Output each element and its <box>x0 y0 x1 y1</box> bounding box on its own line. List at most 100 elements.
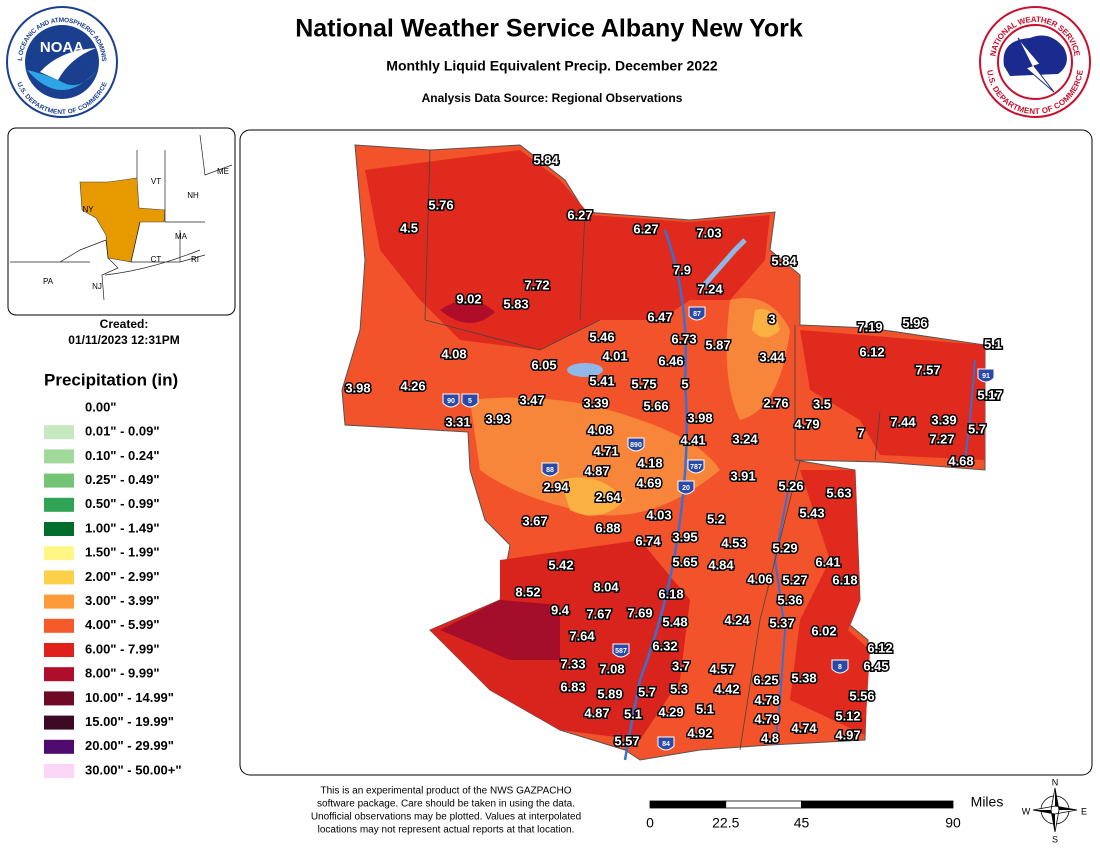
station-value: 7.44 <box>890 414 916 429</box>
legend-label: 2.00" - 2.99" <box>85 569 159 584</box>
station-value: 2.76 <box>763 395 788 410</box>
station-value: 4.08 <box>441 346 466 361</box>
station-value: 5.36 <box>777 592 802 607</box>
heavy-area <box>800 330 985 460</box>
station-value: 5.43 <box>799 505 824 520</box>
station-value: 3.67 <box>522 513 547 528</box>
legend-label: 20.00" - 29.99" <box>85 738 174 753</box>
logo-bird <box>40 48 96 80</box>
station-value: 5.46 <box>589 329 614 344</box>
station-value: 3.44 <box>759 349 785 364</box>
legend: 0.00" 0.01" - 0.09" 0.10" - 0.24" 0.25" - 0… <box>44 399 182 778</box>
station-value: 4.26 <box>400 378 425 393</box>
station-value: 4.69 <box>636 475 661 490</box>
station-value: 5.12 <box>835 708 860 723</box>
station-value: 5.65 <box>672 554 697 569</box>
legend-swatch <box>44 570 74 585</box>
station-value: 3.39 <box>583 395 608 410</box>
station-value: 6.88 <box>595 520 620 535</box>
station-value: 6.47 <box>647 309 672 324</box>
interstate-label: 587 <box>615 648 627 655</box>
station-value: 6.74 <box>635 533 661 548</box>
interstate-shield <box>688 306 706 321</box>
inset-label: CT <box>151 255 162 264</box>
station-value: 5.66 <box>643 398 668 413</box>
station-value: 5.57 <box>614 733 639 748</box>
legend-label: 6.00" - 7.99" <box>85 641 159 656</box>
legend-label: 15.00" - 19.99" <box>85 714 174 729</box>
station-value: 5.7 <box>638 684 656 699</box>
interstate-label: 87 <box>693 311 701 318</box>
station-value: 3.95 <box>672 529 697 544</box>
station-value: 5.7 <box>968 421 986 436</box>
station-value: 6.83 <box>560 679 585 694</box>
station-value: 4.5 <box>400 220 418 235</box>
precip-field <box>341 144 986 761</box>
station-value: 4.03 <box>646 507 671 522</box>
interstate-label: 8 <box>838 664 842 671</box>
interstate-label: 890 <box>630 442 642 449</box>
inset-map: ME VT NH NY MA CT RI PA NJ <box>7 127 236 316</box>
station-value: 3.91 <box>730 468 755 483</box>
interstate-shield <box>687 459 705 474</box>
station-value: 4.79 <box>794 416 819 431</box>
light-area <box>560 477 625 516</box>
legend-label: 0.50" - 0.99" <box>85 496 159 511</box>
station-value: 7.24 <box>697 281 723 296</box>
logo-text: NOAA <box>40 39 84 56</box>
legend-swatch <box>44 546 74 561</box>
inset-label: VT <box>151 177 161 186</box>
disclaimer-line: Unofficial observations may be plotted. … <box>311 812 581 823</box>
station-value: 6.41 <box>815 554 840 569</box>
station-value: 6.27 <box>633 221 658 236</box>
river <box>964 359 976 461</box>
station-value: 7 <box>857 425 864 440</box>
station-value: 5.89 <box>597 686 622 701</box>
compass-labels: N E S W <box>1022 777 1087 844</box>
scale-label: 0 <box>646 815 654 831</box>
noaa-logo: NOAA NATIONAL OCEANIC AND ATMOSPHERIC AD… <box>0 0 118 118</box>
legend-swatch <box>44 691 74 706</box>
logo-bolt <box>1017 37 1055 93</box>
station-value: 4.97 <box>835 727 860 742</box>
station-value: 3.5 <box>813 396 831 411</box>
station-value: 5.84 <box>771 253 797 268</box>
station-value: 3.7 <box>672 658 690 673</box>
station-value: 5 <box>681 376 688 391</box>
legend-label: 0.01" - 0.09" <box>85 424 159 439</box>
legend-swatch <box>44 473 74 488</box>
station-value: 4.8 <box>761 730 779 745</box>
station-value: 5.84 <box>533 152 559 167</box>
station-value: 5.1 <box>696 701 714 716</box>
station-value: 6.12 <box>859 344 884 359</box>
lake <box>567 363 603 377</box>
heavy-area <box>790 470 870 735</box>
logo-wave <box>27 70 97 90</box>
station-value: 3.47 <box>519 392 544 407</box>
station-value: 5.56 <box>849 688 874 703</box>
station-value: 4.84 <box>708 557 734 572</box>
interstate-shield <box>677 480 695 495</box>
legend-label: 3.00" - 3.99" <box>85 593 159 608</box>
station-value: 4.92 <box>687 725 712 740</box>
very-heavy-area <box>440 300 495 324</box>
station-value: 7.27 <box>929 431 954 446</box>
interstate-shield <box>612 643 630 658</box>
station-value: 9.02 <box>456 291 481 306</box>
river <box>623 229 688 761</box>
station-value: 5.42 <box>548 557 573 572</box>
station-value: 5.87 <box>705 337 730 352</box>
station-value: 4.53 <box>721 535 746 550</box>
heavy-area <box>365 150 770 350</box>
inset-label: MA <box>175 232 188 241</box>
nws-logo: NATIONAL WEATHER SERVICE U.S. DEPARTMENT… <box>979 6 1091 118</box>
station-value: 4.79 <box>754 711 779 726</box>
compass <box>1032 787 1078 833</box>
compass-label: E <box>1081 806 1087 816</box>
interstate-shield <box>627 437 645 452</box>
station-value: 7.19 <box>857 319 882 334</box>
interstate-shield <box>541 462 559 477</box>
scale-segment <box>801 800 954 809</box>
station-value: 3.31 <box>445 414 470 429</box>
